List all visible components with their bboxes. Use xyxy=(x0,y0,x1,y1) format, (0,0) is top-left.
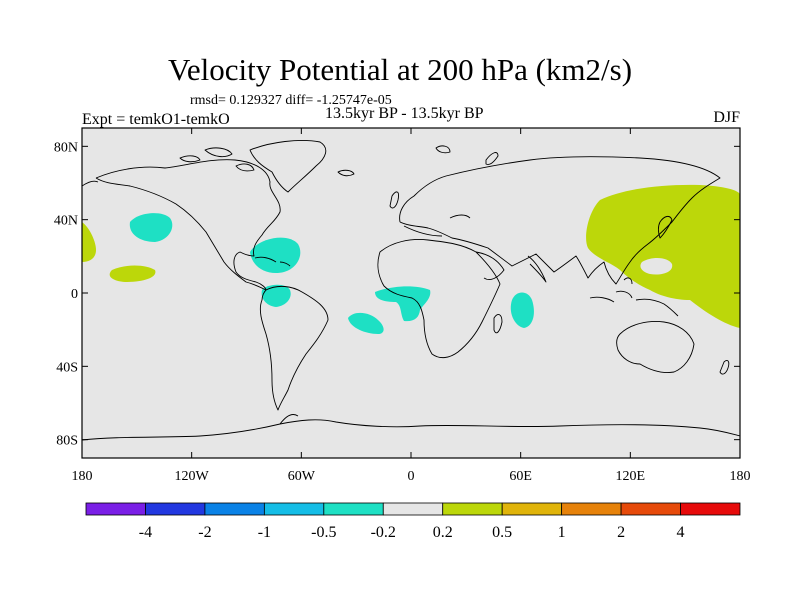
map-title: Velocity Potential at 200 hPa (km2/s) xyxy=(167,52,633,87)
colorbar-label: 0.2 xyxy=(433,524,453,541)
coastline-antarctica xyxy=(82,419,740,441)
coastline-iceland xyxy=(337,169,355,177)
coastline-arctic-islands xyxy=(179,147,255,172)
negative-region-amazon xyxy=(261,284,291,307)
colorbar-swatch xyxy=(85,502,146,516)
x-tick-label: 0 xyxy=(408,469,415,484)
neutral-hole-west-pacific xyxy=(640,258,673,275)
coastline-australia xyxy=(616,321,695,373)
y-tick-label: 40S xyxy=(56,360,78,375)
coastline-britain xyxy=(389,191,399,209)
x-tick-label: 120W xyxy=(175,469,210,484)
colorbar-label: -1 xyxy=(258,524,271,541)
coastline-caribbean-islands xyxy=(254,256,291,267)
season-label: DJF xyxy=(713,109,740,126)
x-tick-label: 60W xyxy=(288,469,316,484)
x-tick-label: 120E xyxy=(616,469,646,484)
y-tick-label: 80N xyxy=(54,140,78,155)
coastline-arabia xyxy=(475,251,505,281)
coastline-antarctic-peninsula xyxy=(279,413,299,425)
coastlines xyxy=(82,140,740,441)
coastline-alaska-tip xyxy=(82,180,99,187)
negative-region-gulf-of-guinea xyxy=(375,286,431,322)
y-tick-label: 80S xyxy=(56,434,78,449)
y-tick-label: 40N xyxy=(54,214,78,229)
stats-label: rmsd= 0.129327 diff= -1.25747e-05 xyxy=(190,93,392,108)
colorbar-swatch xyxy=(680,502,741,516)
coastline-svalbard xyxy=(435,145,451,154)
colorbar-label: -0.5 xyxy=(311,524,336,541)
negative-region-indian-ocean xyxy=(510,292,534,328)
colorbar-label: -0.2 xyxy=(371,524,396,541)
coastline-greenland xyxy=(249,140,327,193)
colorbar-swatch xyxy=(501,502,563,516)
coastline-madagascar xyxy=(493,314,503,334)
colorbar-label: -2 xyxy=(198,524,211,541)
coastline-mediterranean xyxy=(403,214,471,237)
coastline-north-america xyxy=(95,159,281,291)
colorbar-label: 0.5 xyxy=(492,524,512,541)
x-tick-label: 60E xyxy=(509,469,532,484)
negative-region-north-pacific xyxy=(129,213,173,242)
coastline-new-zealand xyxy=(719,359,730,375)
coastline-novaya-zemlya xyxy=(485,152,499,165)
colorbar-swatch xyxy=(145,502,206,516)
colorbar: -4 -2 -1 -0.5 -0.2 0.2 0.5 1 2 4 xyxy=(85,502,741,541)
colorbar-label: 1 xyxy=(558,524,566,541)
coastline-eurasia xyxy=(399,156,721,285)
colorbar-label: 2 xyxy=(617,524,625,541)
x-tick-label: 180 xyxy=(72,469,93,484)
coastline-indonesia xyxy=(589,277,679,317)
positive-region-west-pacific xyxy=(586,184,740,328)
colorbar-label: -4 xyxy=(139,524,152,541)
period-label: 13.5kyr BP - 13.5kyr BP xyxy=(325,105,484,122)
coastline-japan xyxy=(658,215,673,239)
colorbar-swatch xyxy=(204,502,265,516)
coastline-africa xyxy=(377,239,501,359)
colorbar-label: 4 xyxy=(677,524,685,541)
positive-region-north-pacific xyxy=(109,265,156,282)
colorbar-swatch xyxy=(442,502,503,516)
coastline-india xyxy=(527,255,547,283)
x-axis-ticks: 180 120W 60W 0 60E 120E 180 xyxy=(72,128,751,484)
colorbar-swatch xyxy=(263,502,325,516)
positive-region-east-pacific-edge xyxy=(82,222,96,262)
negative-region-south-atlantic xyxy=(348,312,384,334)
colorbar-swatch xyxy=(382,502,444,516)
experiment-label: Expt = temkO1-temkO xyxy=(82,111,230,128)
x-tick-label: 180 xyxy=(730,469,751,484)
coastline-south-america xyxy=(259,285,329,411)
y-axis-ticks: 80N 40N 0 40S 80S xyxy=(54,140,740,449)
colorbar-swatch xyxy=(561,502,622,516)
colorbar-swatch xyxy=(323,502,384,516)
y-tick-label: 0 xyxy=(71,287,78,302)
colorbar-swatch xyxy=(620,502,681,516)
